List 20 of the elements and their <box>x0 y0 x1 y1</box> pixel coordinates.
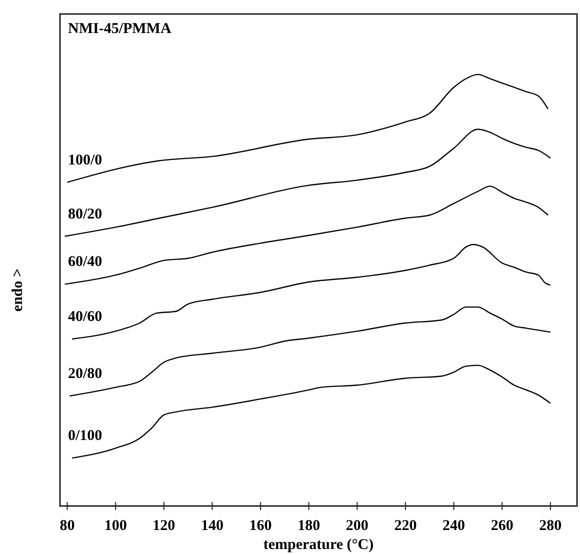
x-tick-label: 160 <box>249 518 272 534</box>
series-label: 40/60 <box>68 308 102 325</box>
x-tick-label: 100 <box>104 518 127 534</box>
x-tick-label: 180 <box>298 518 320 534</box>
series-label: 20/80 <box>68 366 102 382</box>
x-axis-title: temperature (°C) <box>263 537 374 553</box>
x-tick-label: 280 <box>539 518 562 534</box>
series-label: 80/20 <box>68 206 102 222</box>
series-label: 100/0 <box>68 152 102 168</box>
series-label: 0/100 <box>68 428 102 444</box>
x-tick-label: 140 <box>200 518 224 534</box>
x-tick-label: 220 <box>394 518 417 534</box>
x-tick-label: 260 <box>490 518 514 534</box>
x-tick-label: 120 <box>152 518 176 534</box>
y-axis-title: endo > <box>10 268 26 312</box>
chart-title: NMI-45/PMMA <box>68 21 172 37</box>
x-tick-label: 240 <box>442 518 466 534</box>
series-label: 60/40 <box>68 254 102 270</box>
x-tick-label: 200 <box>346 518 368 534</box>
x-tick-label: 80 <box>60 518 75 534</box>
